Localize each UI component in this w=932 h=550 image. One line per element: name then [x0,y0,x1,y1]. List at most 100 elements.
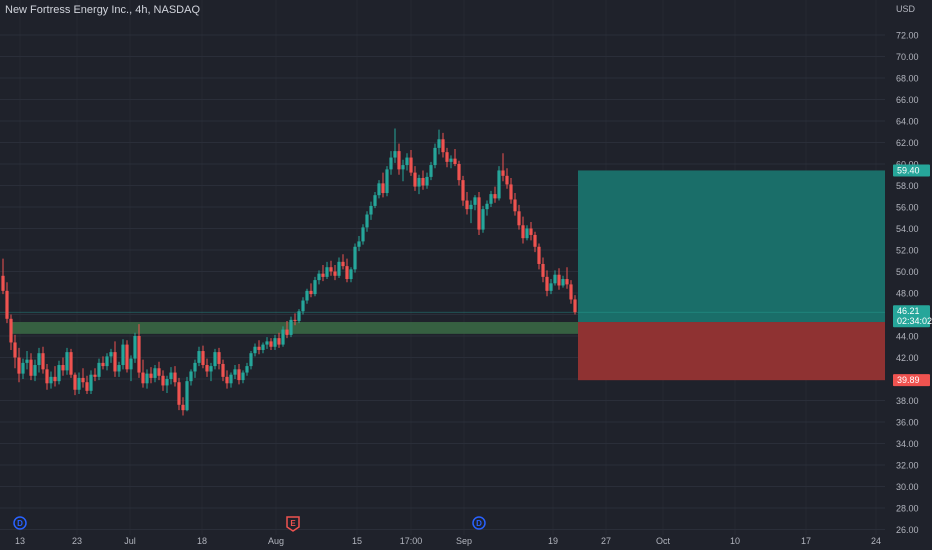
candle-body [445,152,449,162]
candle-body [73,374,77,390]
candle [105,353,109,371]
candle-body [473,197,477,205]
candle [357,236,361,252]
candle-body [241,372,245,381]
candle-body [253,346,257,354]
candle-body [513,199,517,212]
candle-body [433,147,437,166]
candle-body [481,209,485,230]
candle [417,174,421,195]
candle-body [245,366,249,373]
earnings-icon [286,516,300,532]
candle [533,231,537,253]
candle-body [545,276,549,291]
candle-body [533,234,537,247]
candle-body [485,203,489,210]
candle [133,332,137,363]
candle-body [425,176,429,186]
candle-body [41,353,45,370]
candle [369,201,373,220]
candle [313,276,317,297]
candle [429,161,433,181]
candle [137,324,141,378]
candle-body [201,351,205,366]
candle-body [345,266,349,280]
y-tick-label: 72.00 [896,31,919,41]
earnings-marker: E [286,516,300,532]
candle-body [13,342,17,358]
candle-body [313,280,317,295]
y-tick-label: 58.00 [896,181,919,191]
x-tick-label: 10 [730,536,740,546]
candle [329,260,333,276]
candle-body [85,382,89,391]
x-tick-label: Jul [124,536,136,546]
candle-body [221,363,225,377]
candle-body [301,300,305,312]
candle [213,348,217,370]
candle-body [141,372,145,384]
candle [353,243,357,273]
y-tick-label: 50.00 [896,267,919,277]
candle-body [33,365,37,376]
candle-body [493,194,497,199]
candle [209,362,213,382]
candle-body [65,352,69,371]
candle-body [37,353,41,366]
candle [301,297,305,315]
candle [149,367,153,384]
candle-body [561,279,565,286]
candle [165,375,169,393]
candle-body [569,284,573,300]
candle [493,186,497,203]
candle-body [405,157,409,166]
candle-body [529,228,533,235]
candle [401,159,405,182]
y-tick-label: 42.00 [896,353,919,363]
candle [469,200,473,224]
target-price-tag: 59.40 [893,164,930,177]
candle [521,216,525,244]
candle [1,258,5,295]
candle [541,257,545,283]
candle [409,150,413,176]
candle-body [505,175,509,185]
candle-body [525,228,529,239]
candle-body [25,359,29,363]
candle-body [449,158,453,162]
y-tick-label: 68.00 [896,74,919,84]
candle-body [69,352,73,375]
candle [553,270,557,286]
candle-body [209,366,213,372]
candle [373,191,377,209]
candle [341,254,345,270]
candle-body [1,275,5,291]
candle [89,370,93,395]
dividend-icon [472,516,486,530]
target-price-tag-text: 59.40 [897,165,920,175]
candle [97,358,101,381]
candle-body [29,359,33,376]
candle [241,370,245,384]
stop-price-tag-text: 39.89 [897,375,920,385]
candle-body [285,329,289,335]
x-tick-label: Oct [656,536,671,546]
candle [545,270,549,297]
candle-layer [1,128,577,416]
profit-zone [578,170,885,323]
loss-zone [578,322,885,381]
candle-body [501,170,505,176]
candle-body [149,373,153,378]
candle-body [169,372,173,379]
candle-body [97,362,101,377]
candle-body [45,369,49,384]
stop-price-tag-bg [893,374,930,387]
candle-body [165,379,169,386]
candle-body [145,373,149,384]
candle-body [173,372,177,383]
candle-body [317,273,321,281]
chart-title: New Fortress Energy Inc., 4h, NASDAQ [5,4,201,16]
candle-body [269,341,273,347]
